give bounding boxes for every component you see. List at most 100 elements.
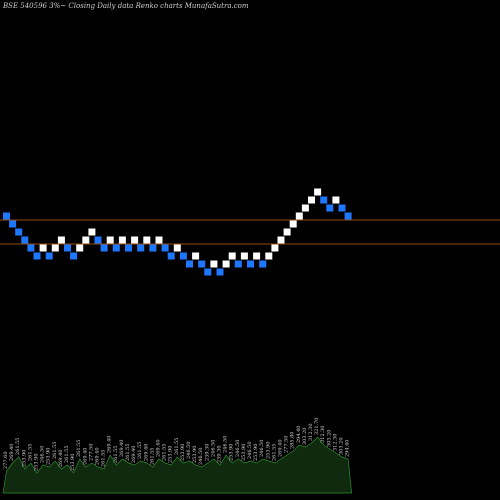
renko-brick-20 — [125, 244, 132, 252]
renko-brick-4 — [27, 244, 35, 252]
renko-brick-14 — [88, 228, 96, 236]
renko-brick-5 — [33, 252, 41, 260]
price-label-14: 277.50 — [88, 444, 94, 462]
price-label-21: 269.40 — [131, 446, 137, 464]
volume-series — [2, 436, 352, 494]
price-label-5: 253.90 — [34, 454, 40, 472]
price-label-17: 269.40 — [107, 436, 113, 454]
renko-brick-24 — [149, 244, 157, 252]
price-label-18: 261.55 — [113, 446, 119, 464]
renko-brick-39 — [240, 252, 248, 260]
renko-bricks — [3, 188, 352, 276]
price-label-54: 312.30 — [332, 434, 338, 452]
renko-brick-17 — [106, 236, 114, 244]
renko-brick-30 — [186, 260, 193, 268]
price-label-26: 261.55 — [162, 444, 168, 462]
price-label-13: 269.40 — [82, 448, 88, 466]
renko-brick-42 — [259, 260, 267, 268]
renko-brick-36 — [222, 260, 230, 268]
price-label-25: 269.40 — [156, 440, 162, 458]
renko-brick-2 — [15, 228, 23, 236]
price-label-23: 269.40 — [143, 444, 149, 462]
renko-brick-37 — [228, 252, 236, 260]
price-label-56: 294.40 — [345, 440, 351, 458]
renko-brick-11 — [70, 252, 78, 260]
price-label-2: 261.55 — [15, 438, 21, 456]
price-label-32: 246.50 — [198, 448, 204, 466]
renko-brick-3 — [21, 236, 29, 244]
level-lines — [0, 219, 500, 245]
price-label-30: 246.50 — [186, 442, 192, 460]
price-label-22: 261.55 — [137, 442, 143, 460]
renko-brick-6 — [39, 244, 47, 252]
price-label-7: 253.90 — [46, 448, 52, 466]
renko-brick-56 — [344, 212, 352, 220]
price-label-45: 269.40 — [278, 440, 284, 458]
renko-brick-31 — [192, 252, 200, 260]
renko-brick-29 — [179, 252, 187, 260]
chart-title: BSE 540596 3%~ Closing Daily data Renko … — [2, 2, 249, 10]
renko-brick-46 — [283, 228, 291, 236]
renko-brick-54 — [332, 196, 340, 204]
renko-brick-41 — [253, 252, 261, 260]
renko-brick-26 — [161, 244, 169, 252]
renko-brick-27 — [167, 252, 175, 260]
price-label-24: 261.55 — [149, 448, 155, 466]
renko-brick-52 — [320, 196, 328, 204]
price-label-44: 261.55 — [271, 444, 277, 462]
renko-brick-8 — [51, 244, 59, 252]
renko-brick-21 — [131, 236, 139, 244]
price-label-36: 246.50 — [223, 436, 229, 454]
renko-brick-12 — [76, 244, 84, 252]
price-label-52: 312.30 — [320, 426, 326, 444]
renko-brick-53 — [326, 204, 334, 212]
renko-brick-13 — [82, 236, 90, 244]
renko-brick-47 — [289, 220, 297, 228]
price-label-6: 246.50 — [40, 446, 46, 464]
renko-brick-34 — [210, 260, 218, 268]
price-label-8: 261.55 — [52, 442, 58, 460]
renko-brick-44 — [271, 244, 279, 252]
price-label-28: 261.55 — [174, 438, 180, 456]
renko-brick-32 — [198, 260, 206, 268]
volume-area — [2, 436, 352, 494]
price-label-29: 253.90 — [180, 444, 186, 462]
price-label-38: 246.50 — [235, 440, 241, 458]
price-label-50: 312.30 — [308, 424, 314, 442]
renko-brick-35 — [216, 268, 224, 276]
renko-brick-16 — [100, 244, 108, 252]
price-label-4: 261.55 — [27, 444, 33, 462]
renko-brick-50 — [308, 196, 315, 204]
price-label-12: 261.55 — [76, 440, 82, 458]
price-label-33: 239.30 — [204, 444, 210, 462]
renko-brick-19 — [118, 236, 126, 244]
price-label-41: 253.90 — [253, 444, 259, 462]
renko-brick-28 — [173, 244, 181, 252]
renko-brick-25 — [155, 236, 163, 244]
price-label-31: 253.90 — [192, 446, 198, 464]
price-label-47: 285.80 — [290, 432, 296, 450]
renko-brick-45 — [277, 236, 285, 244]
price-label-15: 269.40 — [95, 448, 101, 466]
price-label-39: 253.90 — [241, 444, 247, 462]
renko-brick-33 — [204, 268, 212, 276]
price-label-1: 269.40 — [9, 444, 15, 462]
price-label-10: 261.55 — [64, 446, 70, 464]
renko-brick-55 — [338, 204, 346, 212]
renko-brick-38 — [234, 260, 242, 268]
renko-brick-51 — [314, 188, 322, 196]
price-label-9: 269.40 — [58, 450, 64, 468]
renko-brick-49 — [301, 204, 309, 212]
renko-brick-22 — [137, 244, 145, 252]
renko-brick-15 — [94, 236, 102, 244]
price-label-48: 294.40 — [296, 426, 302, 444]
renko-brick-43 — [265, 252, 273, 260]
price-label-53: 303.20 — [326, 430, 332, 448]
price-label-55: 303.20 — [339, 438, 345, 456]
renko-brick-23 — [143, 236, 151, 244]
price-label-40: 246.50 — [247, 442, 253, 460]
renko-brick-0 — [3, 212, 10, 220]
price-label-11: 253.90 — [70, 454, 76, 472]
